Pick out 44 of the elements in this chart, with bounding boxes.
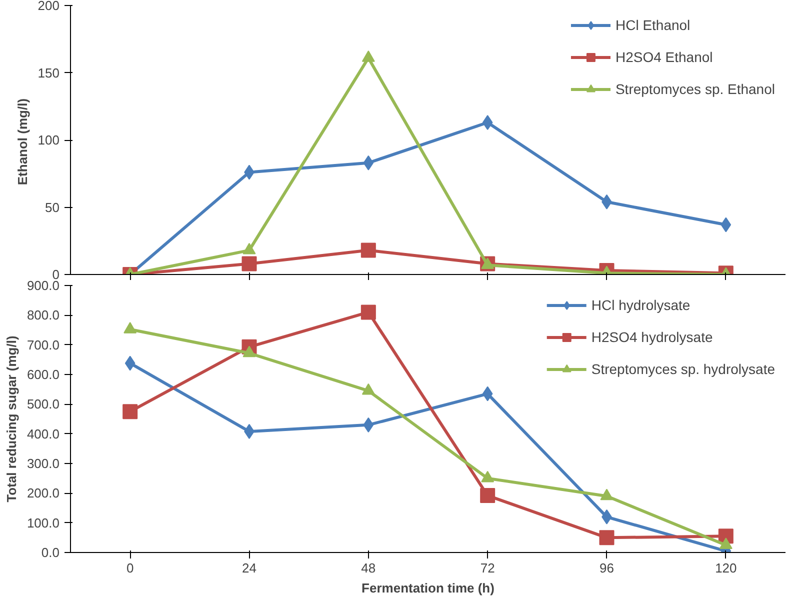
legend-label: Streptomyces sp. Ethanol: [615, 81, 775, 97]
y-tick-label: 150: [38, 65, 60, 80]
y-axis-title: Total reducing sugar (mg/l): [4, 336, 19, 502]
point: [482, 115, 493, 130]
y-tick-label: 0.0: [41, 545, 60, 560]
point: [360, 304, 376, 320]
y-tick-label: 100.0: [26, 515, 60, 530]
point: [242, 242, 256, 254]
point: [600, 488, 614, 500]
legend-label: HCl Ethanol: [615, 17, 690, 33]
y-tick-label: 50: [45, 200, 60, 215]
point: [482, 386, 493, 402]
x-tick-label: 0: [126, 560, 134, 576]
y-tick-label: 200: [38, 0, 60, 13]
y-tick-label: 400.0: [26, 426, 60, 442]
y-tick-label: 700.0: [26, 337, 60, 352]
point: [363, 417, 374, 432]
x-tick-label: 72: [480, 560, 495, 576]
point: [599, 530, 614, 546]
legend-label: H2SO4 Ethanol: [615, 49, 713, 65]
x-tick-label: 24: [242, 560, 256, 576]
y-tick-label: 500.0: [26, 396, 60, 412]
legend-label: Streptomyces sp. hydrolysate: [591, 361, 775, 377]
y-tick-label: 100: [38, 132, 60, 148]
y-axis-title: Ethanol (mg/l): [14, 98, 30, 186]
point: [719, 538, 732, 550]
point: [362, 383, 375, 395]
x-tick-label: 48: [361, 560, 376, 576]
point: [124, 356, 136, 371]
point: [242, 346, 256, 358]
point: [363, 155, 374, 170]
point: [481, 470, 494, 482]
legend-label: HCl hydrolysate: [591, 297, 690, 313]
legend-label: H2SO4 hydrolysate: [591, 329, 713, 345]
x-tick-label: 120: [715, 560, 737, 576]
y-tick-label: 600.0: [26, 367, 60, 382]
point: [124, 322, 137, 334]
point: [122, 404, 138, 420]
point: [480, 488, 496, 504]
y-tick-label: 800.0: [26, 308, 60, 323]
y-tick-label: 200.0: [26, 486, 60, 501]
x-tick-label: 96: [600, 560, 614, 576]
y-tick-label: 300.0: [26, 456, 60, 471]
x-axis-title: Fermentation time (h): [362, 580, 494, 596]
